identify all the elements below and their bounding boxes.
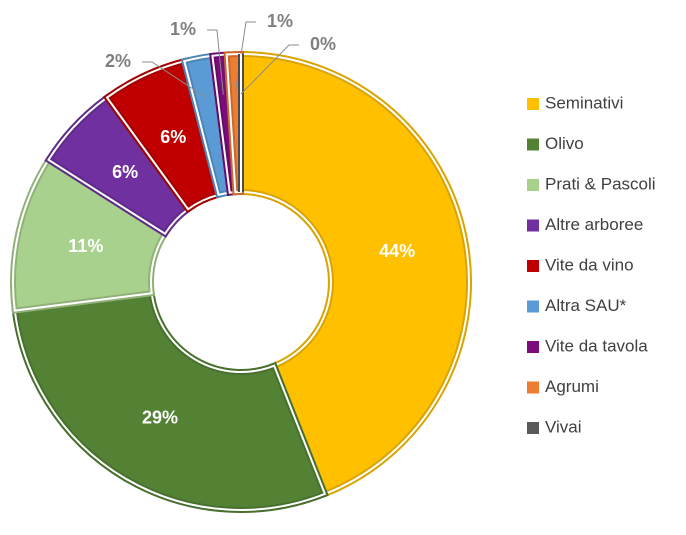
legend-swatch	[527, 219, 539, 232]
data-label: 2%	[105, 51, 131, 71]
legend-label: Vite da tavola	[545, 336, 648, 355]
legend-label: Prati & Pascoli	[545, 174, 656, 193]
leader-line	[142, 61, 207, 98]
leader-line	[207, 29, 224, 95]
legend-label: Altra SAU*	[545, 296, 627, 315]
data-label: 6%	[112, 162, 138, 182]
legend-swatch	[527, 381, 539, 394]
data-label: 44%	[379, 241, 415, 261]
legend-swatch	[527, 260, 539, 272]
legend-swatch	[527, 138, 539, 151]
legend-swatch	[527, 179, 539, 191]
data-label: 1%	[170, 19, 196, 39]
legend-label: Vivai	[545, 417, 582, 436]
legend-label: Vite da vino	[545, 255, 634, 274]
slice-border	[12, 158, 167, 312]
legend-label: Seminativi	[545, 93, 623, 112]
slice-border	[13, 292, 327, 511]
slice	[11, 289, 329, 513]
data-label: 1%	[267, 11, 293, 31]
legend-swatch	[527, 341, 539, 353]
legend-swatch	[527, 300, 539, 313]
data-label: 29%	[142, 408, 178, 428]
legend-swatch	[527, 422, 539, 434]
legend-label: Altre arboree	[545, 215, 643, 234]
legend-swatch	[527, 98, 539, 110]
legend-label: Olivo	[545, 134, 584, 153]
legend-label: Agrumi	[545, 377, 599, 396]
data-label: 6%	[160, 127, 186, 147]
data-label: 11%	[68, 236, 103, 256]
leader-line	[240, 44, 299, 95]
slice-border	[240, 52, 470, 496]
data-label: 0%	[310, 34, 336, 54]
